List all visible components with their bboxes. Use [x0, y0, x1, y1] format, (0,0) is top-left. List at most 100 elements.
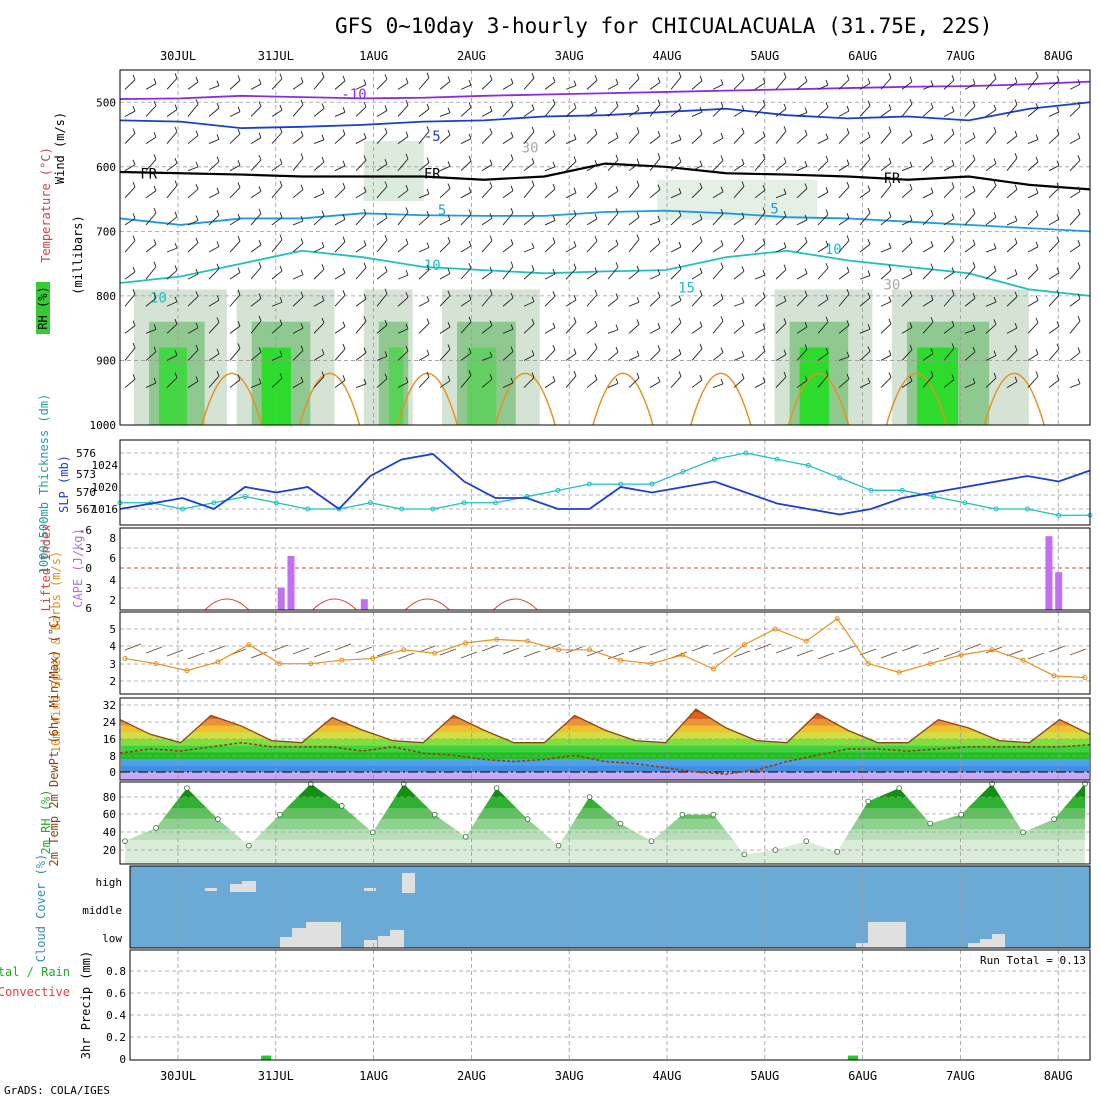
- contour-label: -10: [341, 87, 366, 103]
- wind-speed-point: [741, 642, 747, 648]
- cloud-level-high: high: [96, 876, 123, 889]
- rh-point: [308, 780, 314, 787]
- contour-label: 30: [522, 141, 539, 157]
- y-tick-label: 2: [109, 594, 116, 607]
- contour-label: 30: [884, 277, 901, 293]
- wind-speed-point: [401, 647, 407, 653]
- wind-speed-point: [339, 657, 345, 663]
- cloud-block: [868, 922, 906, 948]
- thickness-line: [120, 452, 1090, 516]
- y-tick-label: 2: [109, 675, 116, 688]
- thickness-point: [273, 500, 279, 506]
- contour-label: FR: [424, 166, 441, 182]
- date-label-bottom: 3AUG: [555, 1069, 584, 1083]
- y-label-2m-temp: 2m Temp 2m DewPt (6hr Min/Max) (°C): [47, 614, 61, 867]
- y-label-rh: RH (%): [36, 286, 50, 329]
- y-label-cloud-cover: Cloud Cover (%): [34, 854, 48, 962]
- y-tick-label: 4: [109, 640, 116, 653]
- thickness-point: [743, 450, 749, 456]
- y-tick-label: 6: [109, 552, 116, 565]
- cape-bars: [277, 536, 1063, 610]
- thickness-point: [774, 456, 780, 462]
- rh-point: [617, 820, 624, 827]
- wind-speed-point: [184, 668, 190, 674]
- thickness-point: [461, 500, 467, 506]
- rh-point: [772, 847, 779, 853]
- wind-speed-point: [927, 661, 933, 667]
- cloud-block: [980, 939, 992, 948]
- cape-bar: [287, 556, 295, 610]
- wind-speed-point: [215, 659, 221, 665]
- y-tick-label: 800: [96, 290, 116, 303]
- date-label-bottom: 30JUL: [160, 1069, 196, 1083]
- wind-speed-point: [648, 661, 654, 667]
- date-label-bottom: 8AUG: [1044, 1069, 1073, 1083]
- precip-bars: [261, 1055, 858, 1060]
- wind-speed-point: [463, 640, 469, 646]
- date-label-top: 6AUG: [848, 49, 877, 63]
- rh-point: [184, 785, 190, 791]
- panel-slp-thickness: 576 573 570 567 1024 1020 1016 1000-500mb Thic…: [37, 394, 1093, 574]
- y-tick-label: 1020: [92, 481, 119, 494]
- thickness-point: [399, 506, 405, 512]
- rh-point: [679, 811, 686, 818]
- y-tick-label: 500: [96, 96, 116, 109]
- date-label-top: 7AUG: [946, 49, 975, 63]
- wind-speed-point: [1082, 675, 1088, 681]
- thickness-point: [649, 481, 655, 487]
- y-tick-label: 0: [109, 766, 116, 779]
- y-tick-label: 20: [103, 844, 116, 857]
- date-label-top: 4AUG: [653, 49, 682, 63]
- contour-label: 10: [150, 290, 167, 306]
- y-tick-label: 8: [109, 532, 116, 545]
- y-tick-label: 576: [76, 447, 96, 460]
- cape-bar: [277, 587, 285, 610]
- date-label-bottom: 1AUG: [359, 1069, 388, 1083]
- y-tick-label: 4: [109, 574, 116, 587]
- y-label-3hr-precip: 3hr Precip (mm): [79, 951, 93, 1059]
- y-tick-label: 0.6: [106, 987, 126, 1000]
- cloud-block: [390, 930, 404, 948]
- y-tick-label: 80: [103, 791, 116, 804]
- thickness-point: [837, 475, 843, 481]
- precip-bar: [847, 1055, 858, 1060]
- y-tick-label: 1024: [92, 459, 119, 472]
- date-label-bottom: 6AUG: [848, 1069, 877, 1083]
- wind-speed-point: [617, 657, 623, 663]
- y-label-wind: Wind (m/s): [53, 112, 67, 184]
- rh-point: [493, 785, 500, 791]
- thickness-points: [117, 450, 1093, 518]
- rh-point: [1051, 816, 1057, 822]
- thickness-point: [712, 456, 718, 462]
- rh-point: [1082, 780, 1088, 787]
- y-tick-label: 32: [103, 699, 116, 712]
- thickness-point: [180, 506, 186, 512]
- contour-label: FR: [140, 166, 157, 182]
- bottom-date-labels: 30JUL 31JUL 1AUG 2AUG 3AUG 4AUG 5AUG 6AUG 7AUG 8A…: [160, 1069, 1073, 1083]
- y-tick-label: 0.8: [106, 965, 126, 978]
- wind-speed-points: [122, 616, 1088, 681]
- y-tick-label: 900: [96, 354, 116, 367]
- wind-speed-point: [1020, 657, 1026, 663]
- cape-bar: [360, 599, 368, 610]
- dewpoint-line: [119, 741, 1091, 775]
- wind-speed-point: [803, 638, 809, 644]
- rh-point: [215, 816, 221, 822]
- contour-label: -5: [424, 129, 441, 145]
- pressure-axis: 500 600 700 800 900 1000: [90, 96, 117, 432]
- contour-label: 5: [770, 201, 778, 217]
- wind-speed-point: [277, 661, 283, 667]
- wind-speed-point: [370, 655, 376, 661]
- y-tick-label: 5: [109, 623, 116, 636]
- rh-point: [555, 842, 562, 849]
- y-tick-label: 0: [85, 562, 92, 575]
- wind-speed-point: [772, 626, 778, 632]
- y-tick-label: 40: [103, 826, 116, 839]
- rh-point: [400, 780, 407, 787]
- rh-point: [710, 811, 717, 818]
- thickness-point: [993, 506, 999, 512]
- wind-speed-point: [896, 669, 902, 675]
- thickness-point: [868, 487, 874, 493]
- cloud-block: [292, 928, 306, 948]
